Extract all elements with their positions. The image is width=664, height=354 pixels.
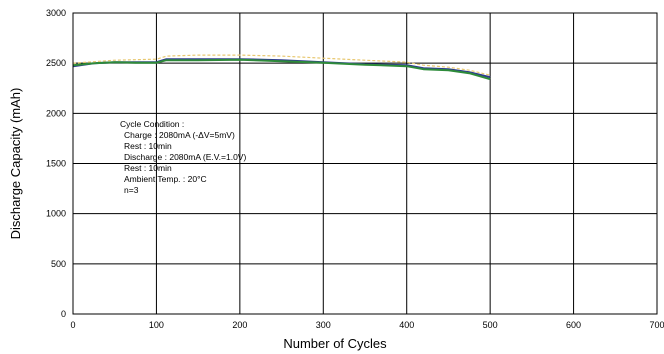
y-tick-label-3: 1500 — [46, 159, 66, 169]
y-tick-label-5: 2500 — [46, 58, 66, 68]
series-line-2 — [72, 54, 491, 76]
x-tick-label-5: 500 — [483, 320, 498, 330]
y-axis-label: Discharge Capacity (mAh) — [8, 88, 23, 240]
note-line-3: Discharge : 2080mA (E.V.=1.0V) — [124, 152, 246, 162]
series-line-1 — [72, 58, 491, 81]
note-line-1: Charge : 2080mA (-ΔV=5mV) — [124, 130, 235, 140]
x-axis-label: Number of Cycles — [283, 336, 387, 351]
y-axis-ticks: 0 500 1000 1500 2000 2500 3000 — [46, 8, 66, 319]
plot-frame — [72, 12, 658, 315]
note-line-2: Rest : 10min — [124, 141, 172, 151]
cycle-condition-note: Cycle Condition :Charge : 2080mA (-ΔV=5m… — [120, 119, 246, 195]
x-tick-label-6: 600 — [566, 320, 581, 330]
note-line-6: n=3 — [124, 185, 139, 195]
y-tick-label-2: 1000 — [46, 209, 66, 219]
note-line-0: Cycle Condition : — [120, 119, 184, 129]
x-axis-ticks: 0 100 200 300 400 500 600 700 — [70, 320, 664, 330]
grid-lines — [72, 12, 658, 315]
note-line-5: Ambient Temp. : 20°C — [124, 174, 207, 184]
x-tick-label-1: 100 — [149, 320, 164, 330]
x-tick-label-0: 0 — [70, 320, 75, 330]
x-tick-label-4: 400 — [399, 320, 414, 330]
series-lines — [72, 54, 491, 81]
y-tick-label-4: 2000 — [46, 108, 66, 118]
x-tick-label-2: 200 — [232, 320, 247, 330]
x-tick-label-3: 300 — [316, 320, 331, 330]
y-tick-label-1: 500 — [51, 259, 66, 269]
note-line-4: Rest : 10min — [124, 163, 172, 173]
y-tick-label-6: 3000 — [46, 8, 66, 18]
y-tick-label-0: 0 — [61, 309, 66, 319]
x-tick-label-7: 700 — [649, 320, 664, 330]
